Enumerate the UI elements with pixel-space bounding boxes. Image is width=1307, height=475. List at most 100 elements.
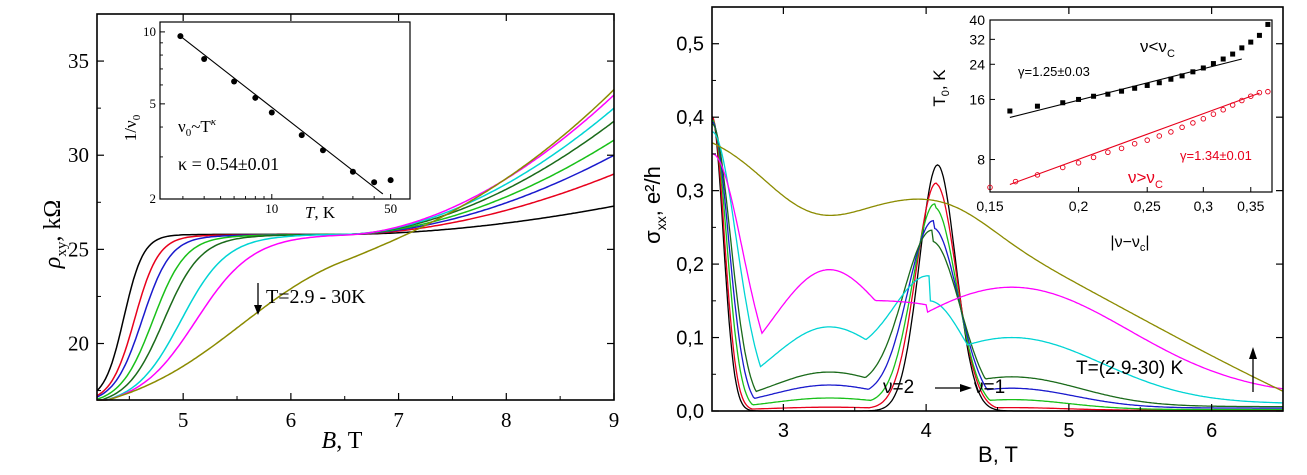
upper-point-16 xyxy=(1220,56,1226,62)
right-series-line-3 xyxy=(711,118,1283,411)
left-temperature-label: T=2.9 - 30K xyxy=(266,286,366,308)
right-ytick-label-2: 0,1 xyxy=(676,328,704,350)
upper-point-2 xyxy=(1034,103,1040,109)
left-inset-point-10 xyxy=(387,177,394,184)
upper-branch-label: ν<νC xyxy=(1140,37,1175,60)
left-inset-fit-line xyxy=(180,35,384,195)
right-series-line-4 xyxy=(711,121,1283,409)
right-inset-ytick-label-3: 24 xyxy=(969,56,985,72)
left-inset-content: 10 50 2 5 10 xyxy=(143,24,397,216)
left-inset-point-1 xyxy=(177,33,184,40)
right-ticks: 3 4 5 6 0,0 0,1 0,2 0,3 0,4 0,5 xyxy=(676,6,1284,442)
upper-point-4 xyxy=(1076,96,1082,102)
lower-point-11 xyxy=(1156,133,1163,139)
nu-right-label: ν=1 xyxy=(974,377,1005,398)
lower-point-20 xyxy=(1248,93,1254,99)
left-xtick-label-1: 5 xyxy=(178,408,189,432)
lower-point-16 xyxy=(1210,111,1217,117)
right-inset-content: 0,15 0,2 0,25 0,3 0,35 8 16 24 32 40 xyxy=(969,12,1271,214)
left-inset-point-5 xyxy=(268,109,275,116)
left-inset-point-4 xyxy=(252,94,259,101)
left-inset: 10 50 2 5 10 1/ν0 T, K ν0~Tκ κ = 0.54±0.01 xyxy=(121,21,411,222)
left-series-line-8 xyxy=(97,89,615,401)
lower-point-15 xyxy=(1200,116,1207,122)
right-inset-frame xyxy=(989,19,1273,193)
left-inset-ytick-label-3: 10 xyxy=(143,24,156,39)
right-ytick-label-5: 0,4 xyxy=(676,107,704,129)
lower-point-10 xyxy=(1144,137,1150,143)
right-inset-ytick-label-2: 16 xyxy=(969,91,985,107)
right-inset-ytick-label-1: 8 xyxy=(977,152,985,168)
lower-point-6 xyxy=(1090,154,1097,161)
lower-point-7 xyxy=(1105,149,1111,155)
left-inset-law: ν0~Tκ xyxy=(178,116,217,139)
upper-point-14 xyxy=(1200,65,1206,71)
lower-point-13 xyxy=(1179,124,1185,131)
lower-point-17 xyxy=(1220,107,1226,113)
upper-point-20 xyxy=(1256,32,1262,38)
right-xtick-label-3: 5 xyxy=(1063,420,1074,442)
left-inset-point-3 xyxy=(231,78,238,85)
right-nu-annotation: ν=2 ν=1 xyxy=(883,377,1005,398)
right-xtick-label-2: 4 xyxy=(921,420,932,442)
right-inset-xtick-label-3: 0,25 xyxy=(1134,198,1161,214)
upper-point-5 xyxy=(1091,93,1097,99)
right-inset-xtick-label-4: 0,3 xyxy=(1194,198,1214,214)
right-temperature-label: T=(2.9-30) K xyxy=(1076,358,1184,379)
left-ytick-label-3: 30 xyxy=(68,143,89,167)
upper-point-9 xyxy=(1144,82,1150,88)
right-ytick-label-6: 0,5 xyxy=(676,34,704,56)
right-inset-ytick-label-4: 32 xyxy=(969,31,985,47)
right-xtick-label-1: 3 xyxy=(778,420,789,442)
upper-point-15 xyxy=(1210,61,1216,67)
lower-point-8 xyxy=(1118,145,1125,152)
left-curves xyxy=(96,89,615,401)
upper-point-17 xyxy=(1230,51,1236,57)
left-ytick-label-1: 20 xyxy=(68,332,89,356)
right-xtick-label-4: 6 xyxy=(1206,420,1217,442)
right-inset: 0,15 0,2 0,25 0,3 0,35 8 16 24 32 40 T0, K |ν−νc|… xyxy=(930,12,1273,254)
left-inset-kappa: κ = 0.54±0.01 xyxy=(178,154,279,174)
right-panel: 3 4 5 6 0,0 0,1 0,2 0,3 0,4 0,5 σxx, e²/h B, T ν=… xyxy=(640,6,1284,467)
upper-gamma: γ=1.25±0.03 xyxy=(1018,64,1090,79)
right-temperature-annotation: T=(2.9-30) K xyxy=(1076,347,1257,392)
right-ytick-label-1: 0,0 xyxy=(676,401,704,423)
left-series-line-7 xyxy=(97,94,615,401)
right-inset-xtick-label-5: 0,35 xyxy=(1237,198,1264,214)
left-ytick-label-4: 35 xyxy=(68,49,89,73)
nu-left-label: ν=2 xyxy=(883,377,914,398)
left-annotation-arrow-head xyxy=(254,305,262,315)
lower-point-2 xyxy=(1012,178,1019,185)
upper-point-8 xyxy=(1132,85,1138,91)
right-series-line-8 xyxy=(711,142,1284,392)
upper-point-12 xyxy=(1179,73,1185,79)
left-inset-point-6 xyxy=(298,132,305,139)
right-series-line-5 xyxy=(711,123,1283,408)
left-inset-xtick-label-1: 10 xyxy=(265,201,278,216)
upper-point-1 xyxy=(1007,108,1013,114)
lower-point-21 xyxy=(1256,89,1263,96)
left-inset-point-7 xyxy=(319,147,326,154)
nu-arrow-head xyxy=(960,384,972,392)
right-series-line-7 xyxy=(711,153,1284,390)
right-ytick-label-4: 0,3 xyxy=(676,181,704,203)
left-inset-ylabel: 1/ν0 xyxy=(121,114,143,141)
right-inset-ylabel: T0, K xyxy=(930,69,952,107)
left-inset-xlabel: T, K xyxy=(305,203,336,222)
left-annotation: T=2.9 - 30K xyxy=(254,283,366,315)
right-inset-ytick-label-5: 40 xyxy=(969,12,985,28)
left-ylabel: ρxy, kΩ xyxy=(40,200,70,269)
right-ytick-label-3: 0,2 xyxy=(676,254,704,276)
upper-point-6 xyxy=(1105,91,1111,97)
left-inset-xtick-label-2: 50 xyxy=(384,201,397,216)
left-xlabel: B, T xyxy=(322,428,363,454)
left-ytick-label-2: 25 xyxy=(68,237,89,261)
right-series-line-6 xyxy=(711,131,1283,404)
lower-point-4 xyxy=(1060,164,1066,171)
lower-point-3 xyxy=(1034,172,1041,178)
upper-point-13 xyxy=(1190,69,1196,75)
lower-point-22 xyxy=(1265,88,1271,95)
left-plot-frame xyxy=(96,13,615,401)
